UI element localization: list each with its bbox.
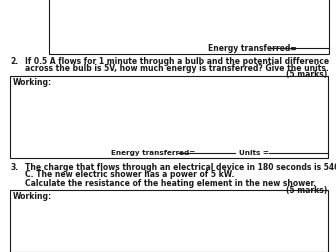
Text: If 0.5 A flows for 1 minute through a bulb and the potential difference: If 0.5 A flows for 1 minute through a bu… [25,57,329,66]
Text: Calculate the resistance of the heating element in the new shower.: Calculate the resistance of the heating … [25,179,316,188]
Text: (5 marks): (5 marks) [286,70,328,79]
Text: Energy transferred=: Energy transferred= [208,44,297,53]
Text: C. The new electric shower has a power of 5 kW.: C. The new electric shower has a power o… [25,170,235,179]
Bar [10,76,328,158]
Text: Energy transferred=: Energy transferred= [111,150,195,156]
Text: across the bulb is 5V, how much energy is transferred? Give the units.: across the bulb is 5V, how much energy i… [25,64,329,73]
Text: 3.: 3. [10,163,18,172]
Text: Units =: Units = [239,150,268,156]
Text: 2.: 2. [10,57,18,66]
Text: Working:: Working: [13,78,52,87]
Bar [49,0,329,54]
Bar [10,190,328,252]
Text: (5 marks): (5 marks) [286,186,328,195]
Text: Working:: Working: [13,192,52,201]
Text: The charge that flows through an electrical device in 180 seconds is 5400: The charge that flows through an electri… [25,163,336,172]
